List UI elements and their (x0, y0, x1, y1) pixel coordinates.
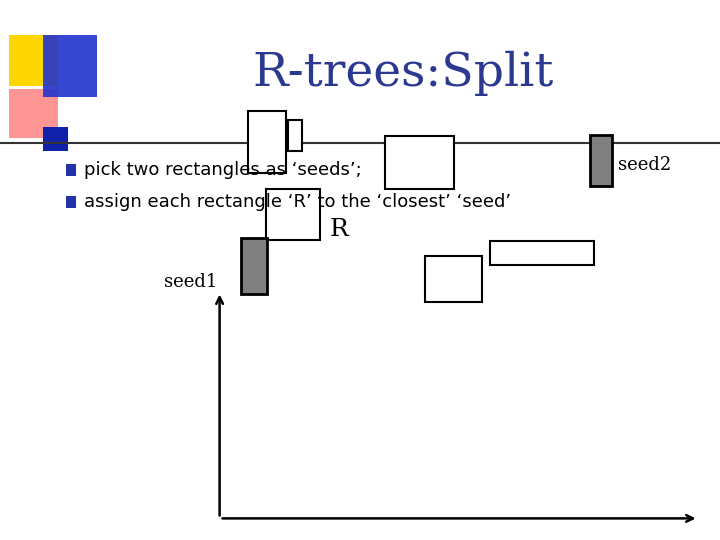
Bar (43, 127, 68, 151)
Text: seed1: seed1 (164, 273, 217, 291)
Bar (248, 111, 286, 173)
Text: pick two rectangles as ‘seeds’;: pick two rectangles as ‘seeds’; (84, 160, 362, 179)
Bar (288, 120, 302, 151)
Bar (9, 89, 58, 138)
Text: R-trees:Split: R-trees:Split (253, 50, 554, 96)
Bar (590, 135, 612, 186)
Bar (266, 189, 320, 240)
Bar (9, 35, 58, 86)
Text: seed2: seed2 (618, 156, 671, 174)
Bar (385, 136, 454, 189)
Text: assign each rectangle ‘R’ to the ‘closest’ ‘seed’: assign each rectangle ‘R’ to the ‘closes… (84, 193, 511, 211)
Text: R: R (330, 218, 348, 241)
Bar (425, 256, 482, 302)
Bar (66, 196, 76, 208)
Bar (490, 241, 594, 265)
Bar (66, 164, 76, 176)
Bar (241, 238, 267, 294)
Bar (43, 35, 97, 97)
